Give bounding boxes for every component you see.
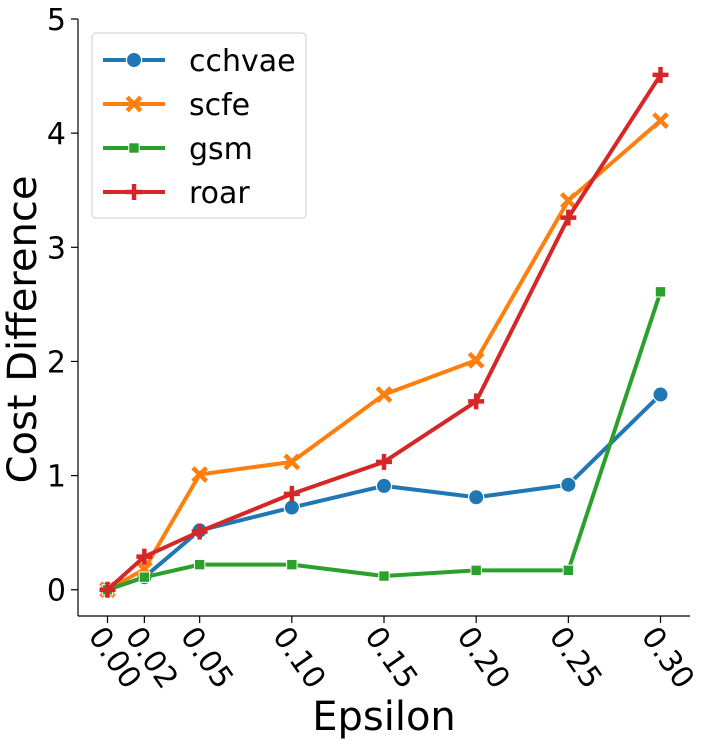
legend-label-cchvae: cchvae [189, 44, 296, 79]
data-point-gsm [193, 558, 206, 571]
y-axis-title: Cost Difference [0, 176, 46, 484]
y-ticks: 0 1 2 3 4 5 [47, 3, 78, 609]
data-point-scfe [375, 386, 393, 403]
data-point-roar [468, 393, 485, 410]
y-tick-label: 5 [47, 3, 66, 38]
plot-area [99, 66, 669, 599]
data-point-roar [376, 453, 392, 470]
x-tick-label: 0.05 [173, 621, 240, 696]
data-point-scfe [559, 192, 577, 209]
data-point-gsm [138, 571, 151, 583]
data-point-scfe [283, 453, 301, 471]
x-tick-label: 0.25 [542, 621, 609, 696]
y-tick-label: 2 [47, 345, 66, 380]
legend-marker-cchvae [125, 51, 143, 69]
data-point-cchvae [652, 386, 669, 403]
x-tick-label: 0.30 [634, 621, 701, 696]
x-axis-title: Epsilon [312, 694, 456, 740]
legend-item-scfe: scfe [103, 88, 250, 123]
data-point-scfe [467, 351, 485, 369]
data-point-gsm [470, 564, 482, 577]
legend: cchvae scfe gsm roar [91, 32, 307, 219]
series-gsm [101, 286, 667, 596]
data-point-roar [136, 548, 153, 565]
x-ticks: 0.000.020.05 0.10 0.15 0.20 0.25 0.30 [81, 616, 701, 695]
y-tick-label: 4 [47, 117, 66, 152]
data-point-cchvae [467, 489, 485, 506]
data-point-scfe [652, 112, 669, 129]
data-point-gsm [654, 286, 667, 298]
data-point-roar [191, 523, 208, 540]
y-tick-label: 1 [47, 460, 66, 495]
series-line-roar [106, 73, 663, 592]
y-tick-label: 3 [47, 231, 66, 266]
data-point-roar [99, 581, 116, 598]
x-tick-label: 0.10 [265, 621, 332, 696]
legend-marker-gsm [128, 142, 140, 154]
data-point-gsm [286, 558, 298, 571]
data-point-roar [283, 485, 300, 502]
legend-marker-scfe [125, 95, 143, 113]
legend-box [91, 32, 307, 219]
data-point-roar [652, 66, 669, 83]
legend-item-roar: roar [103, 176, 250, 211]
legend-label-scfe: scfe [189, 88, 250, 123]
legend-marker-roar [126, 184, 142, 200]
data-point-roar [560, 209, 577, 226]
series-line-cchvae [106, 393, 662, 592]
data-point-cchvae [283, 499, 301, 516]
x-tick-label: 0.20 [450, 621, 517, 696]
legend-label-gsm: gsm [189, 132, 253, 167]
x-tick-label: 0.15 [357, 621, 424, 696]
data-point-gsm [562, 564, 575, 577]
data-point-cchvae [560, 476, 577, 493]
y-tick-label: 0 [47, 574, 66, 609]
legend-item-cchvae: cchvae [103, 44, 296, 79]
legend-item-gsm: gsm [103, 132, 253, 167]
series-line-gsm [106, 291, 663, 592]
legend-label-roar: roar [189, 176, 250, 211]
series-roar [99, 66, 669, 598]
series-cchvae [99, 386, 669, 598]
data-point-scfe [191, 466, 209, 483]
data-point-gsm [378, 570, 390, 582]
data-point-cchvae [375, 477, 393, 495]
